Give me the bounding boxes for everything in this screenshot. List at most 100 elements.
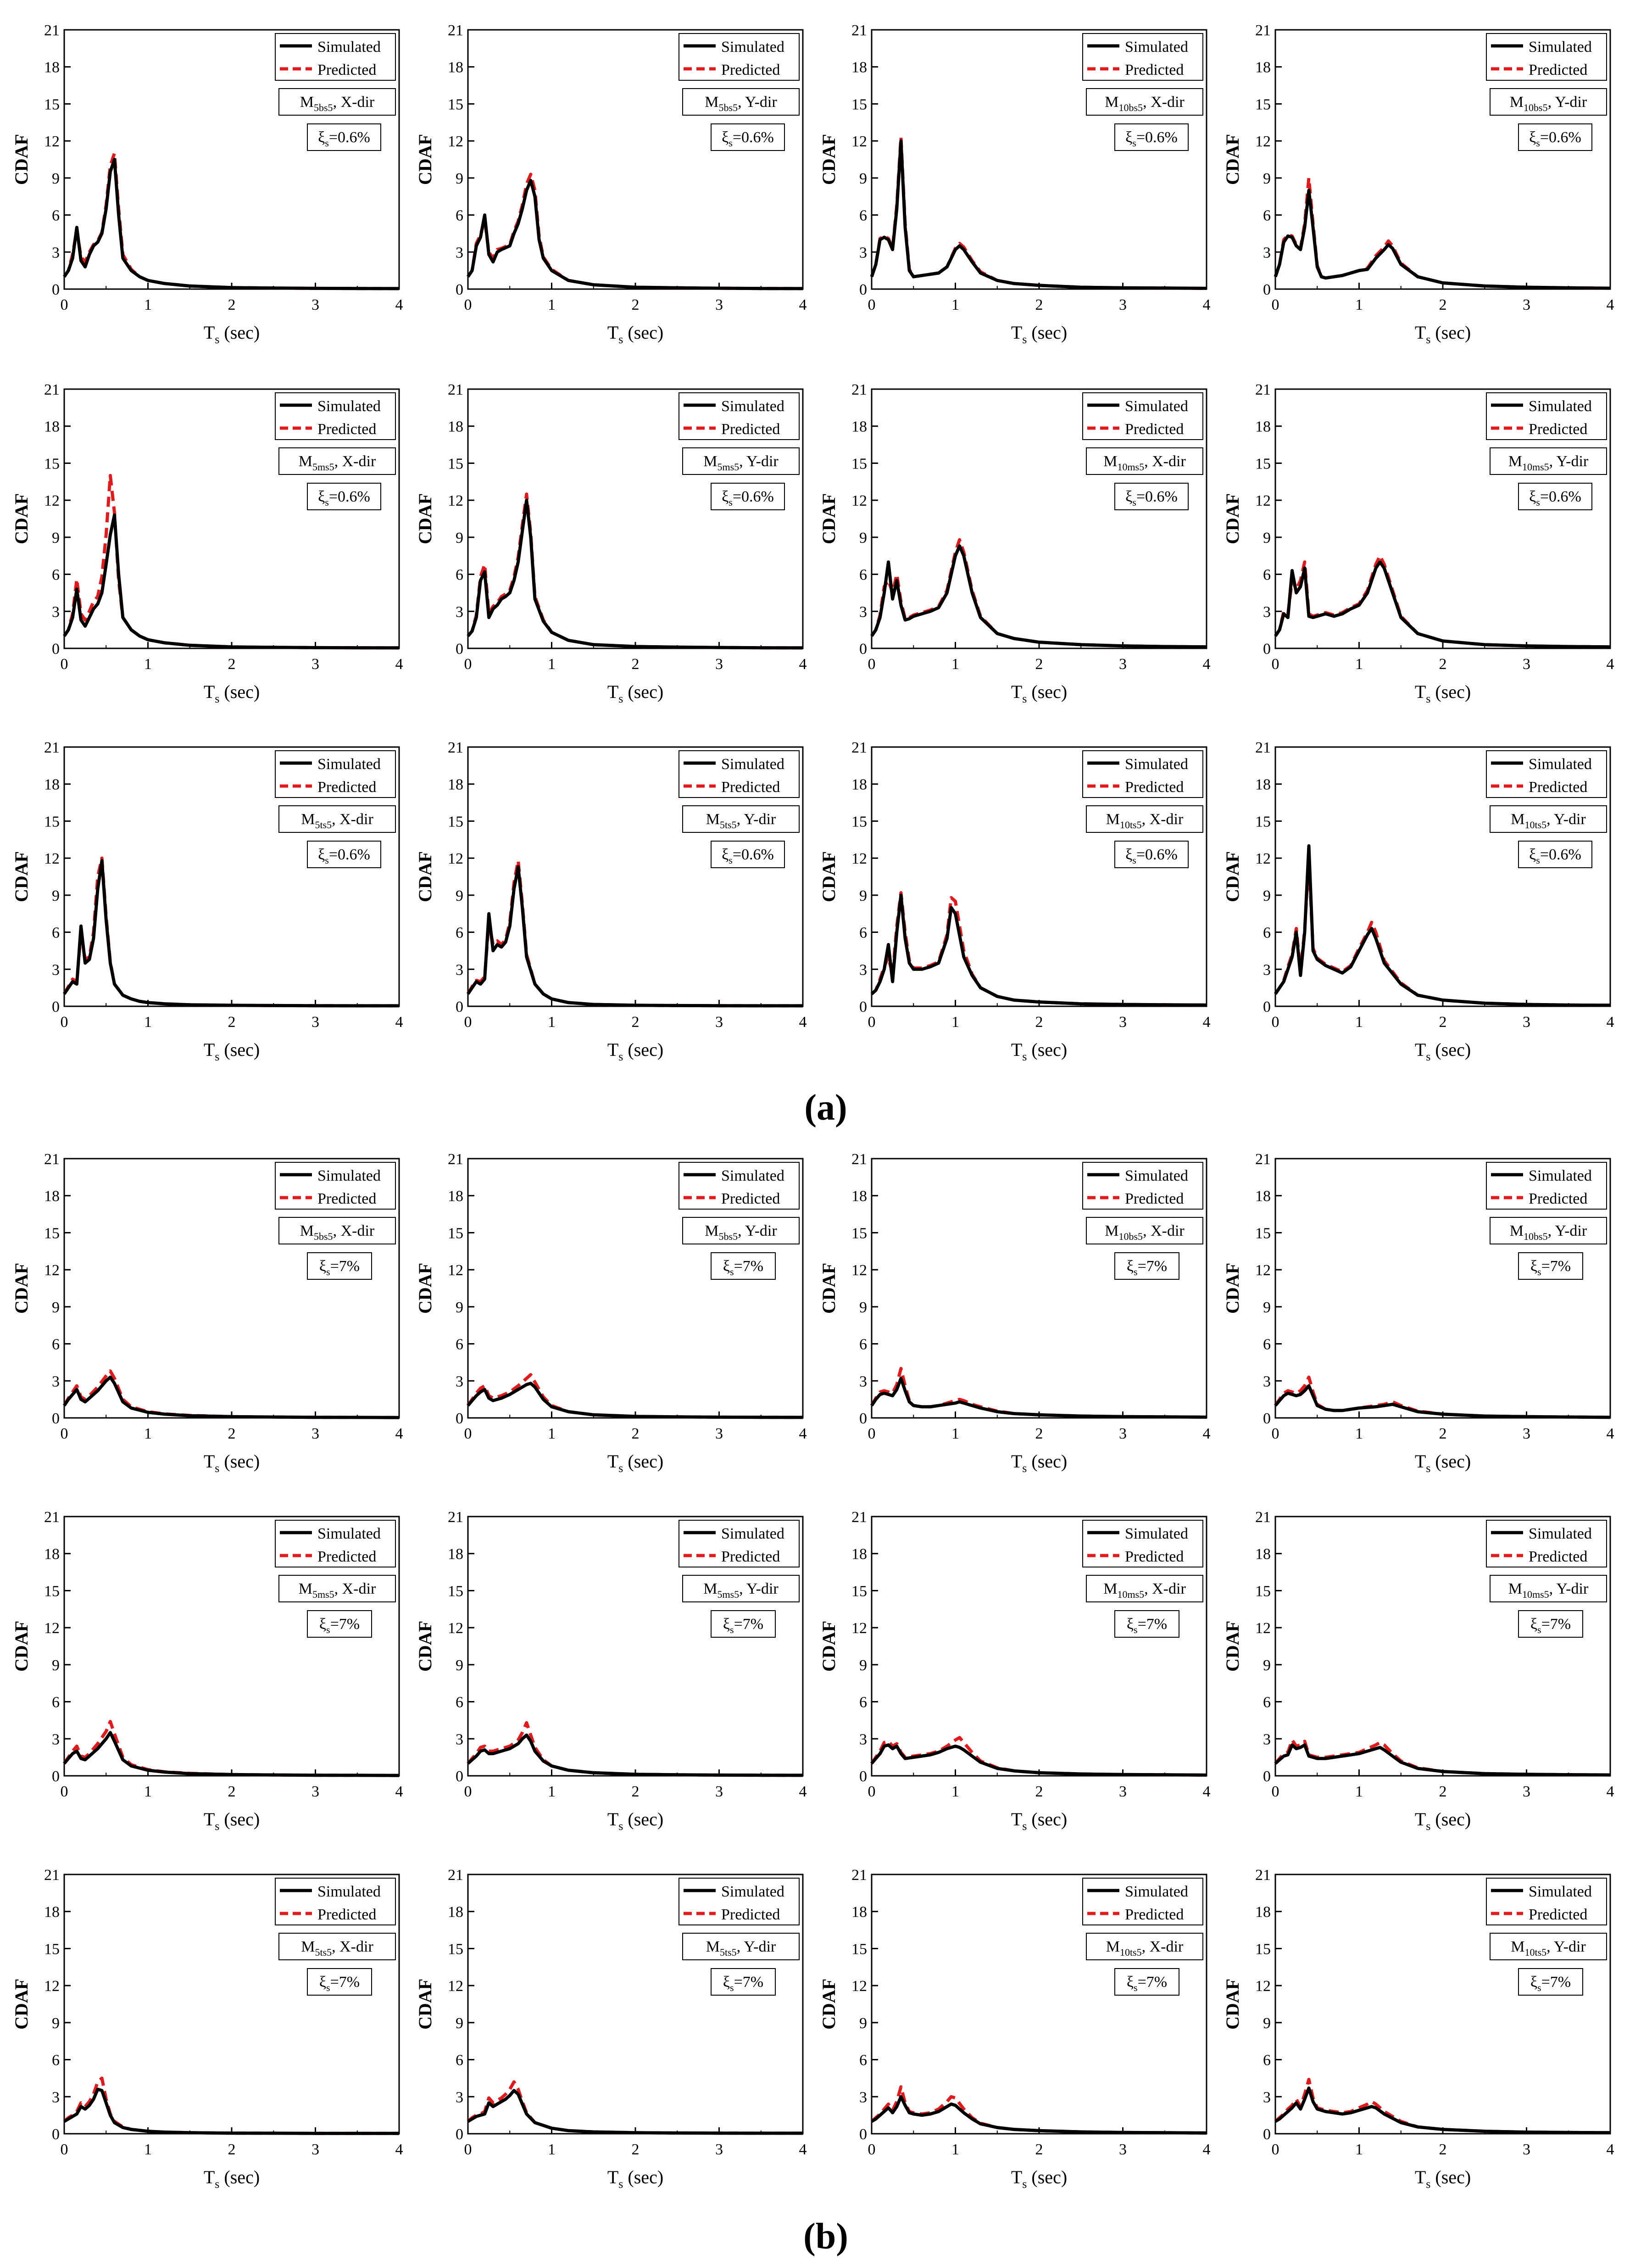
y-tick-label: 21 bbox=[851, 739, 867, 756]
damping-box bbox=[1114, 483, 1189, 510]
legend: Simulated Predicted bbox=[1486, 1162, 1607, 1210]
x-tick-label: 2 bbox=[228, 1425, 236, 1442]
x-tick-label: 1 bbox=[548, 2141, 556, 2158]
series-simulated bbox=[870, 544, 1207, 649]
legend: Simulated Predicted bbox=[1082, 1878, 1203, 1925]
y-tick-label: 0 bbox=[859, 1768, 867, 1785]
x-tick-label: 4 bbox=[1607, 1014, 1614, 1031]
y-tick-label: 21 bbox=[851, 381, 867, 398]
series-simulated bbox=[63, 158, 400, 290]
y-axis-label: CDAF bbox=[1222, 851, 1243, 902]
damping-label: ξs=7% bbox=[1530, 1974, 1571, 1993]
series-predicted bbox=[870, 135, 1207, 290]
y-tick-label: 12 bbox=[851, 850, 867, 867]
model-box bbox=[278, 805, 396, 833]
model-label: M10bs5, Y-dir bbox=[1510, 94, 1587, 113]
x-axis-label: Ts (sec) bbox=[1011, 1809, 1067, 1833]
model-label: M10ms5, Y-dir bbox=[1508, 453, 1589, 473]
damping-box bbox=[1518, 841, 1592, 868]
damping-label: ξs=0.6% bbox=[318, 846, 370, 866]
x-tick-label: 0 bbox=[464, 2141, 472, 2158]
x-tick-label: 3 bbox=[715, 2141, 723, 2158]
legend-label-predicted: Predicted bbox=[1125, 61, 1184, 78]
y-tick-label: 21 bbox=[1255, 1509, 1271, 1526]
y-tick-label: 0 bbox=[456, 1768, 463, 1785]
model-box bbox=[682, 1217, 800, 1244]
model-label: M5ts5, X-dir bbox=[301, 811, 373, 831]
x-axis-label: Ts (sec) bbox=[204, 322, 260, 346]
x-tick-label: 0 bbox=[868, 1014, 876, 1031]
legend-label-predicted: Predicted bbox=[721, 779, 780, 796]
x-tick-label: 1 bbox=[548, 1425, 556, 1442]
model-label: M10ts5, Y-dir bbox=[1511, 1938, 1586, 1958]
x-tick-label: 1 bbox=[951, 656, 959, 673]
damping-box bbox=[711, 1968, 776, 1996]
x-tick-label: 1 bbox=[144, 1425, 152, 1442]
y-tick-label: 18 bbox=[1255, 1904, 1271, 1921]
y-tick-label: 6 bbox=[456, 567, 463, 584]
x-axis-label: Ts (sec) bbox=[1415, 1451, 1471, 1475]
model-label: M10ts5, X-dir bbox=[1106, 811, 1184, 831]
x-tick-label: 1 bbox=[548, 296, 556, 313]
damping-label: ξs=7% bbox=[1127, 1616, 1167, 1635]
y-tick-label: 12 bbox=[448, 1978, 463, 1995]
damping-label: ξs=0.6% bbox=[1125, 129, 1178, 149]
series-simulated bbox=[467, 865, 803, 1008]
model-box bbox=[1490, 805, 1607, 833]
series-predicted bbox=[870, 891, 1207, 1007]
x-tick-label: 2 bbox=[1035, 2141, 1043, 2158]
x-tick-label: 3 bbox=[311, 2141, 319, 2158]
legend: Simulated Predicted bbox=[275, 1878, 396, 1925]
legend-label-simulated: Simulated bbox=[1125, 1167, 1188, 1184]
x-tick-label: 2 bbox=[1035, 296, 1043, 313]
y-tick-label: 18 bbox=[44, 1188, 60, 1205]
y-tick-label: 3 bbox=[52, 244, 60, 261]
x-tick-label: 0 bbox=[868, 296, 876, 313]
legend-label-predicted: Predicted bbox=[317, 1190, 376, 1207]
y-tick-label: 18 bbox=[1255, 776, 1271, 793]
legend-box bbox=[679, 33, 800, 81]
x-tick-label: 3 bbox=[1523, 656, 1530, 673]
y-tick-label: 6 bbox=[859, 567, 867, 584]
y-tick-label: 15 bbox=[44, 455, 60, 472]
legend-label-predicted: Predicted bbox=[1125, 1190, 1184, 1207]
y-axis-label: CDAF bbox=[415, 493, 435, 544]
y-tick-label: 6 bbox=[52, 2052, 60, 2069]
x-tick-label: 2 bbox=[632, 656, 640, 673]
x-tick-label: 3 bbox=[715, 296, 723, 313]
y-tick-label: 12 bbox=[44, 133, 60, 150]
y-tick-label: 12 bbox=[448, 133, 463, 150]
y-tick-label: 6 bbox=[1263, 925, 1271, 942]
x-tick-label: 0 bbox=[61, 656, 68, 673]
legend: Simulated Predicted bbox=[679, 1878, 800, 1925]
damping-label: ξs=7% bbox=[723, 1974, 763, 1993]
y-tick-label: 0 bbox=[456, 2126, 463, 2143]
y-tick-label: 15 bbox=[448, 813, 463, 830]
legend-label-simulated: Simulated bbox=[317, 756, 381, 773]
legend-label-simulated: Simulated bbox=[1529, 1525, 1592, 1542]
x-tick-label: 1 bbox=[144, 1014, 152, 1031]
y-tick-label: 12 bbox=[1255, 492, 1271, 509]
y-axis-label: CDAF bbox=[11, 1621, 32, 1672]
y-tick-label: 15 bbox=[448, 1225, 463, 1242]
y-tick-label: 9 bbox=[456, 2015, 463, 2032]
panel-label-b: (b) bbox=[803, 2216, 848, 2257]
y-tick-label: 18 bbox=[448, 1188, 463, 1205]
model-box bbox=[682, 1933, 800, 1960]
y-tick-label: 9 bbox=[456, 1299, 463, 1316]
y-tick-label: 3 bbox=[1263, 961, 1271, 978]
y-tick-label: 6 bbox=[52, 925, 60, 942]
x-tick-label: 0 bbox=[464, 296, 472, 313]
x-tick-label: 2 bbox=[1439, 2141, 1447, 2158]
x-tick-label: 4 bbox=[395, 656, 403, 673]
y-tick-label: 15 bbox=[448, 1583, 463, 1600]
series-simulated bbox=[63, 2087, 399, 2135]
model-box bbox=[1086, 88, 1203, 116]
legend: Simulated Predicted bbox=[1486, 1878, 1607, 1925]
